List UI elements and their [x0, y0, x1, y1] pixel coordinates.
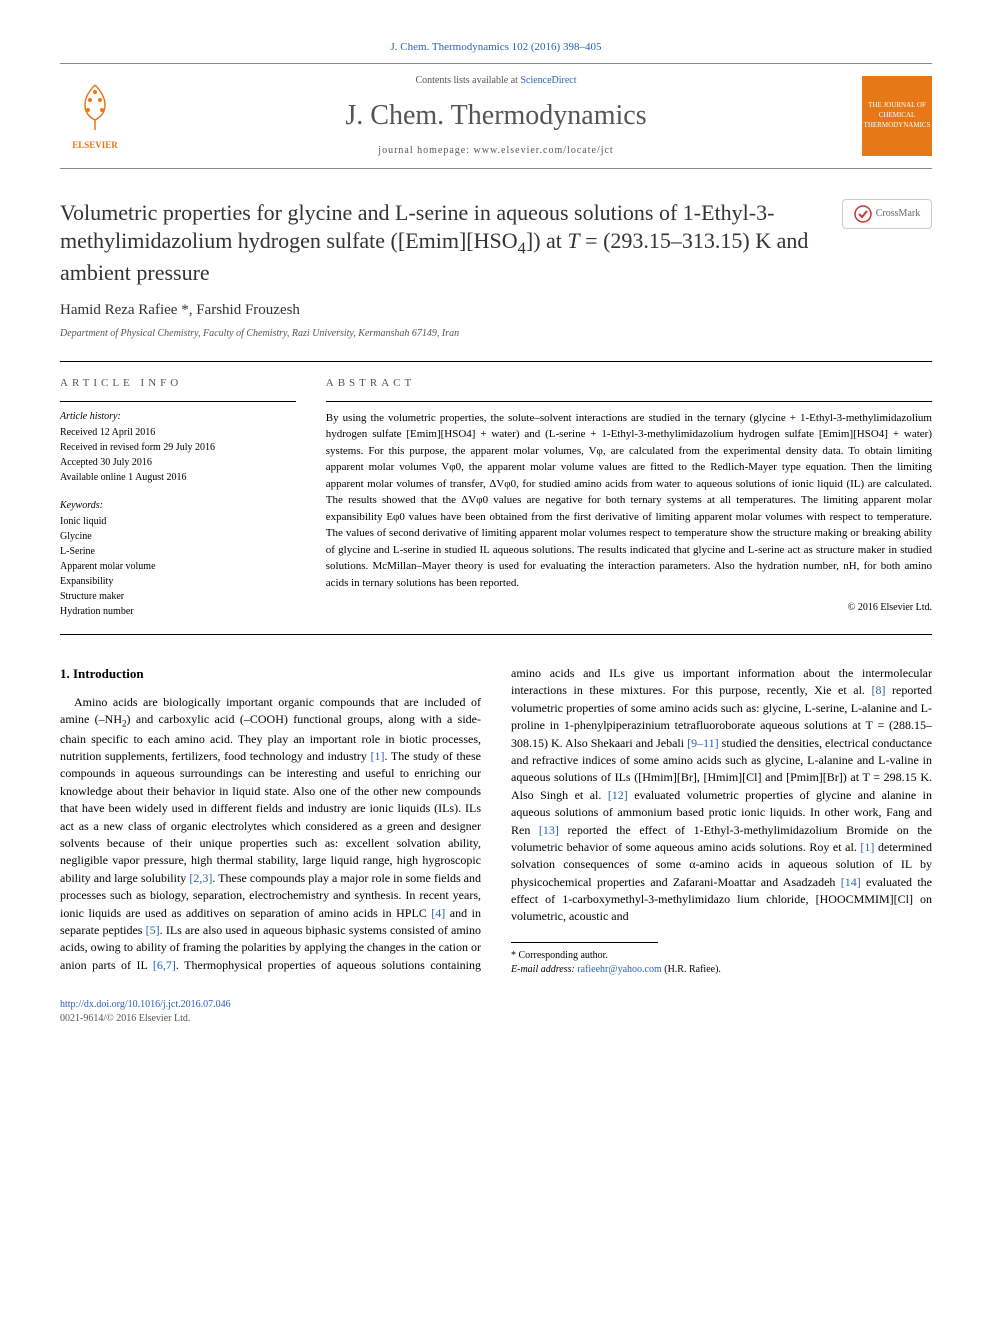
page-footer: http://dx.doi.org/10.1016/j.jct.2016.07.… [60, 998, 932, 1026]
article-title: Volumetric properties for glycine and L-… [60, 199, 822, 288]
keywords-label: Keywords: [60, 499, 296, 513]
keyword-item: Structure maker [60, 590, 296, 604]
journal-banner: ELSEVIER Contents lists available at Sci… [60, 63, 932, 168]
keyword-item: Apparent molar volume [60, 560, 296, 574]
keyword-item: Expansibility [60, 575, 296, 589]
citation-link[interactable]: [1] [860, 840, 874, 854]
crossmark-icon [854, 205, 872, 223]
history-label: Article history: [60, 410, 296, 424]
citation-link[interactable]: [9–11] [687, 736, 719, 750]
elsevier-tree-icon [70, 80, 120, 135]
abstract-panel: ABSTRACT By using the volumetric propert… [326, 376, 932, 620]
sciencedirect-link[interactable]: ScienceDirect [520, 75, 576, 86]
citation-link[interactable]: [14] [841, 875, 861, 889]
citation-link[interactable]: [2,3] [189, 871, 212, 885]
history-item: Received 12 April 2016 [60, 426, 296, 440]
history-item: Accepted 30 July 2016 [60, 456, 296, 470]
journal-cover-thumb: THE JOURNAL OF CHEMICAL THERMODYNAMICS [862, 76, 932, 156]
citation-link[interactable]: [8] [871, 683, 885, 697]
article-info-panel: ARTICLE INFO Article history: Received 1… [60, 376, 296, 620]
crossmark-badge[interactable]: CrossMark [842, 199, 932, 229]
journal-name: J. Chem. Thermodynamics [130, 96, 862, 135]
body-columns: 1. Introduction Amino acids are biologic… [60, 665, 932, 978]
elsevier-label: ELSEVIER [70, 139, 120, 152]
keyword-item: Hydration number [60, 605, 296, 619]
elsevier-logo: ELSEVIER [60, 76, 130, 156]
citation-link[interactable]: [1] [370, 749, 384, 763]
citation-link[interactable]: [4] [431, 906, 445, 920]
citation-link[interactable]: [6,7] [153, 958, 176, 972]
intro-heading: 1. Introduction [60, 665, 481, 684]
authors: Hamid Reza Rafiee *, Farshid Frouzesh [60, 300, 932, 321]
citation-link[interactable]: [5] [146, 923, 160, 937]
citation-header: J. Chem. Thermodynamics 102 (2016) 398–4… [60, 40, 932, 55]
doi-link[interactable]: http://dx.doi.org/10.1016/j.jct.2016.07.… [60, 999, 231, 1010]
abstract-copyright: © 2016 Elsevier Ltd. [326, 601, 932, 615]
citation-link[interactable]: [12] [608, 788, 628, 802]
affiliation: Department of Physical Chemistry, Facult… [60, 327, 932, 341]
email-link[interactable]: rafieehr@yahoo.com [577, 964, 661, 975]
corresponding-author-footnote: * Corresponding author. E-mail address: … [511, 949, 932, 978]
keyword-item: Glycine [60, 530, 296, 544]
abstract-text: By using the volumetric properties, the … [326, 410, 932, 592]
keyword-item: Ionic liquid [60, 515, 296, 529]
footnote-separator [511, 942, 658, 943]
history-item: Available online 1 August 2016 [60, 471, 296, 485]
homepage-line: journal homepage: www.elsevier.com/locat… [130, 144, 862, 158]
history-item: Received in revised form 29 July 2016 [60, 441, 296, 455]
intro-paragraph: Amino acids are biologically important o… [60, 665, 932, 978]
contents-line: Contents lists available at ScienceDirec… [130, 74, 862, 88]
citation-link[interactable]: [13] [539, 823, 559, 837]
article-info-heading: ARTICLE INFO [60, 376, 296, 391]
keyword-item: L-Serine [60, 545, 296, 559]
abstract-heading: ABSTRACT [326, 376, 932, 391]
